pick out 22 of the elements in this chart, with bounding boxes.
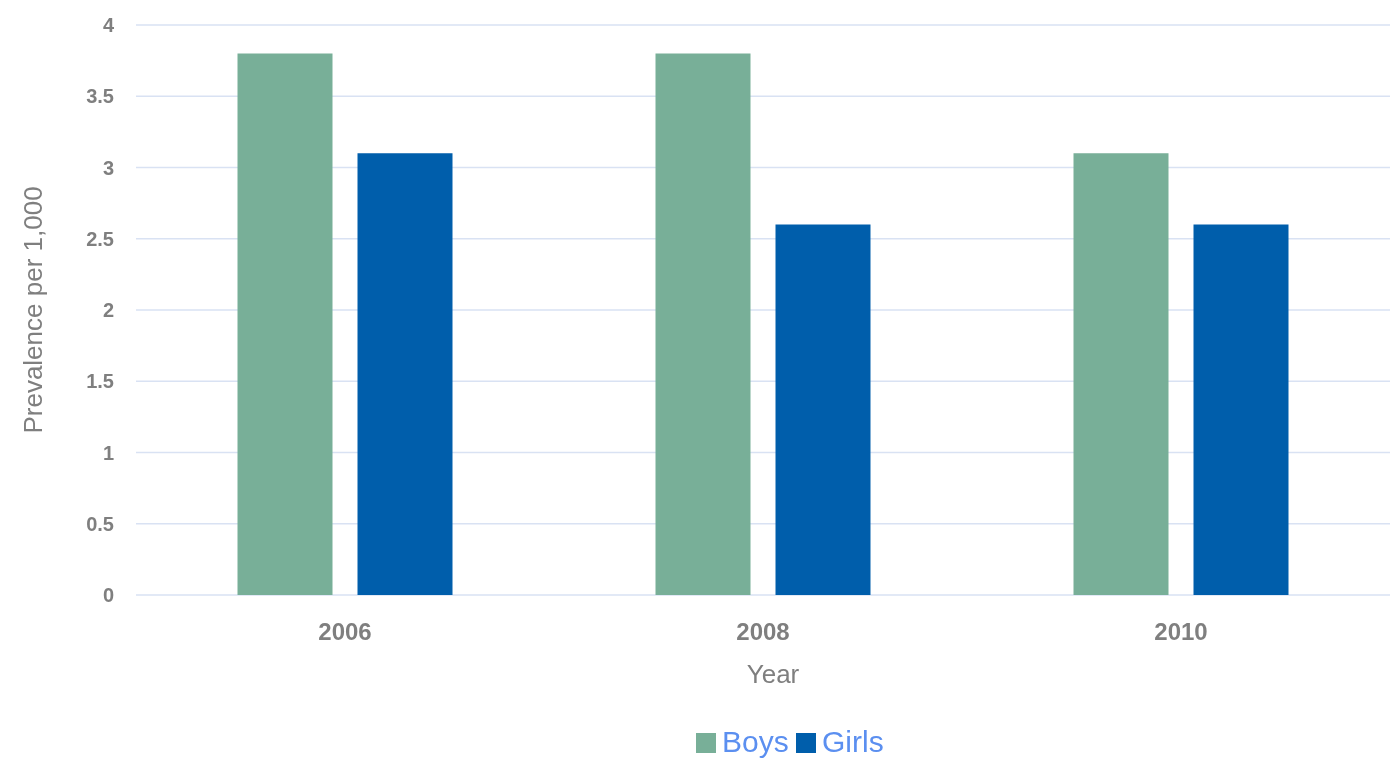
y-tick-label: 0 [102,584,114,606]
y-tick-label: 4 [102,14,115,36]
bar [775,224,871,595]
legend-label: Boys [722,725,789,758]
y-tick-label: 3.5 [86,85,114,108]
x-axis-title: Year [746,659,800,689]
bar [357,153,453,595]
y-tick-label: 1.5 [86,370,114,393]
y-tick-label: 2.5 [86,227,114,250]
legend-label: Girls [822,725,884,758]
y-tick-label: 3 [102,156,114,179]
y-tick-label: 0.5 [86,512,114,535]
x-tick-label: 2008 [736,618,790,645]
bar [1193,224,1289,595]
x-tick-label: 2010 [1154,618,1208,645]
y-axis-title: Prevalence per 1,000 [18,186,48,434]
x-tick-label: 2006 [318,618,372,645]
bar [1073,153,1169,595]
y-tick-label: 2 [102,299,114,321]
bar [655,53,751,595]
bar [237,53,333,595]
y-tick-label: 1 [102,441,114,464]
